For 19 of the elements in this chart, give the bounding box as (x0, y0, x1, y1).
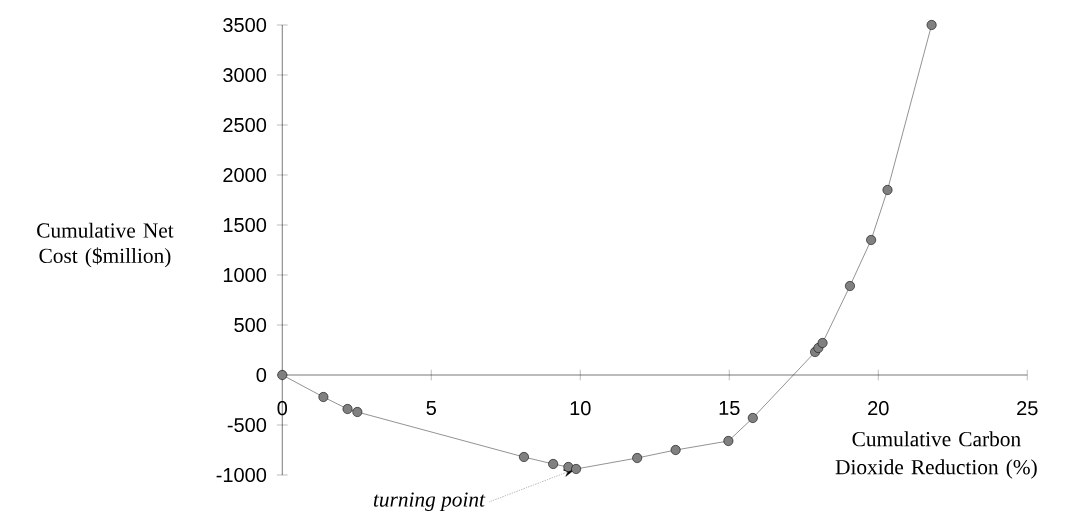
y-tick-label: 1000 (223, 267, 267, 283)
x-tick-label: 20 (868, 401, 889, 416)
x-tick-label: 10 (570, 401, 591, 416)
x-tick-label: 15 (719, 401, 740, 415)
x-axis-title: Cumulative Carbon Dioxide Reduction (%) (835, 431, 1037, 479)
y-tick-label: 1500 (223, 217, 267, 233)
y-tick-label: 2000 (223, 167, 267, 183)
annotation: turning point (373, 492, 486, 512)
x-tick-label: 5 (426, 401, 436, 415)
y-tick-label: -1000 (216, 467, 267, 483)
y-tick-label: 0 (256, 367, 267, 383)
y-tick-label: 2500 (223, 117, 267, 133)
y-tick-label: -500 (227, 417, 267, 433)
x-tick-label: 25 (1017, 401, 1038, 416)
y-tick-label: 500 (234, 317, 267, 333)
y-tick-label: 3500 (223, 17, 267, 33)
y-tick-label: 3000 (223, 67, 267, 83)
y-axis-title: Cumulative Net Cost ($million) (37, 222, 174, 268)
x-tick-label: 0 (277, 401, 288, 416)
